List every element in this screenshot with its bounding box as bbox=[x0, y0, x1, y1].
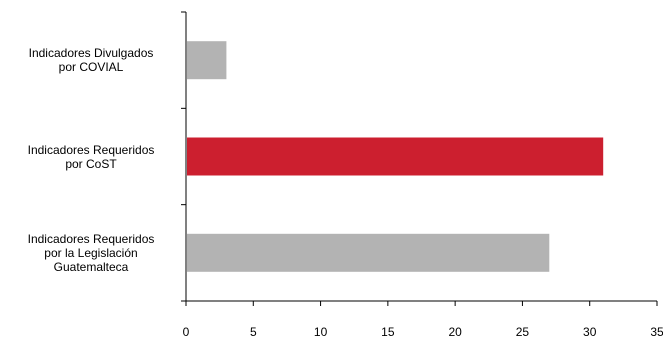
x-tick-label: 35 bbox=[650, 325, 663, 339]
x-tick-label: 20 bbox=[448, 325, 462, 339]
ticks-group: 0 5 10 15 20 25 30 35 bbox=[183, 301, 663, 339]
x-tick-label: 15 bbox=[381, 325, 395, 339]
x-tick-label: 25 bbox=[516, 325, 530, 339]
category-label-line: por COVIAL bbox=[58, 60, 124, 75]
bars-group bbox=[187, 41, 604, 272]
category-label-0: Indicadores Divulgados por COVIAL bbox=[5, 46, 177, 74]
category-label-line: Indicadores Requeridos bbox=[27, 231, 155, 246]
category-label-line: Guatemalteca bbox=[53, 259, 129, 274]
x-tick-label: 10 bbox=[314, 325, 328, 339]
x-tick-label: 5 bbox=[250, 325, 257, 339]
bar-2 bbox=[187, 233, 550, 272]
bar-0 bbox=[187, 41, 227, 80]
category-label-1: Indicadores Requeridos por CoST bbox=[5, 143, 177, 171]
category-label-line: Indicadores Divulgados bbox=[28, 46, 154, 61]
axes-group bbox=[181, 11, 657, 302]
category-label-line: por CoST bbox=[65, 156, 117, 171]
x-tick-label: 0 bbox=[183, 325, 190, 339]
category-label-line: Indicadores Requeridos bbox=[27, 142, 155, 157]
x-tick-label: 30 bbox=[583, 325, 597, 339]
bar-1 bbox=[187, 137, 604, 176]
category-label-2: Indicadores Requeridos por la Legislación… bbox=[5, 232, 177, 274]
category-label-line: por la Legislación bbox=[44, 245, 138, 260]
